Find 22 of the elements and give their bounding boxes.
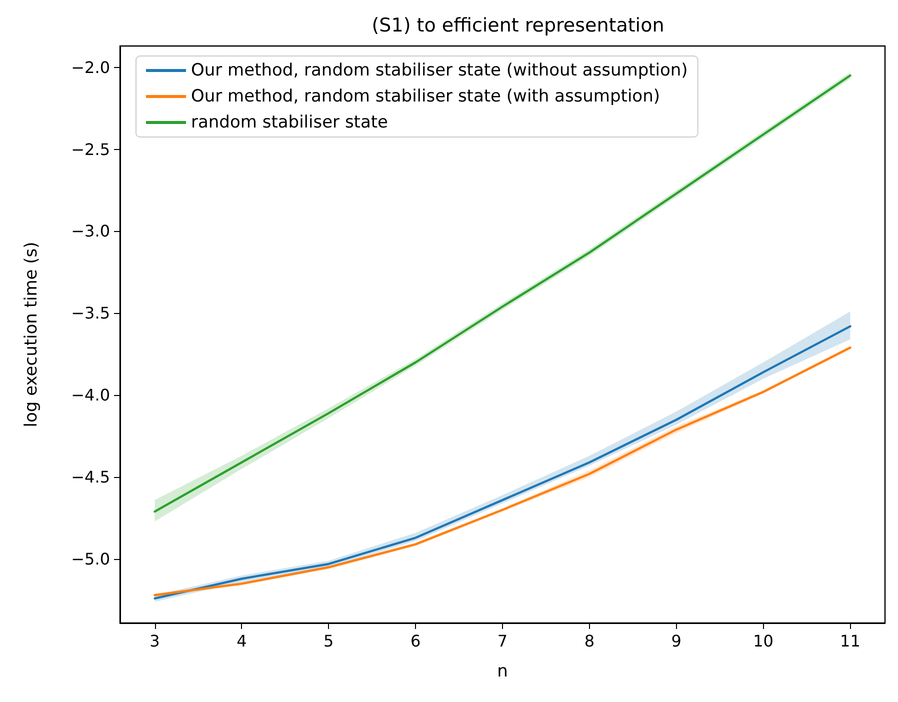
x-tick-label: 3 [150, 632, 160, 650]
x-tick-label: 4 [236, 632, 247, 650]
x-tick-label: 10 [753, 632, 774, 650]
x-tick-label: 9 [671, 632, 682, 650]
y-tick-label: −5.0 [71, 550, 110, 569]
x-tick-label: 8 [584, 632, 595, 650]
y-tick-label: −4.5 [71, 468, 110, 487]
y-tick-label: −2.0 [71, 58, 110, 77]
y-tick-label: −2.5 [71, 140, 110, 159]
legend-label: Our method, random stabiliser state (with assumption) [191, 86, 660, 106]
y-tick-label: −3.0 [71, 222, 110, 241]
legend-label: Our method, random stabiliser state (without assumption) [191, 60, 688, 80]
x-tick-label: 7 [497, 632, 508, 650]
y-axis-title: log execution time (s) [22, 242, 42, 428]
x-tick-label: 5 [324, 632, 334, 650]
x-tick-label: 11 [840, 632, 860, 650]
x-tick-label: 6 [410, 632, 421, 650]
x-axis-title: n [497, 662, 508, 682]
chart-title: (S1) to efficient representation [372, 14, 664, 36]
legend-label: random stabiliser state [191, 112, 388, 132]
y-tick-label: −3.5 [71, 304, 110, 323]
y-tick-label: −4.0 [71, 386, 110, 405]
